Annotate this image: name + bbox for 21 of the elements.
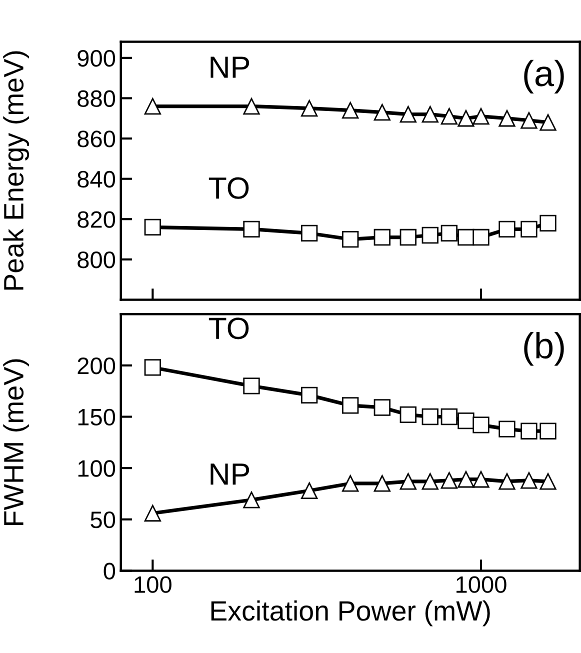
annotation: (b) xyxy=(524,332,564,366)
y-tick-label: 840 xyxy=(78,170,116,188)
y-tick-label: 150 xyxy=(78,408,116,426)
y-axis-title: Peak Energy (meV) xyxy=(3,51,30,290)
y-tick-label: 880 xyxy=(78,90,116,108)
y-tick-label: 100 xyxy=(78,460,116,477)
series-label: TO xyxy=(208,177,249,199)
y-tick-label: 0 xyxy=(104,562,116,580)
y-tick-label: 200 xyxy=(78,357,116,374)
y-tick-label: 820 xyxy=(78,211,116,228)
series-label: NP xyxy=(210,56,250,78)
y-tick-label: 50 xyxy=(90,511,116,528)
y-tick-label: 900 xyxy=(78,50,116,67)
annotation: (a) xyxy=(524,60,564,94)
y-tick-label: 800 xyxy=(78,251,116,268)
y-tick-label: 860 xyxy=(78,130,116,148)
series-label: TO xyxy=(208,318,249,340)
x-tick-label: 1000 xyxy=(456,576,506,593)
x-axis-title: Excitation Power (mW) xyxy=(211,600,490,626)
y-axis-title: FWHM (meV) xyxy=(3,359,30,525)
series-label: NP xyxy=(210,464,250,485)
